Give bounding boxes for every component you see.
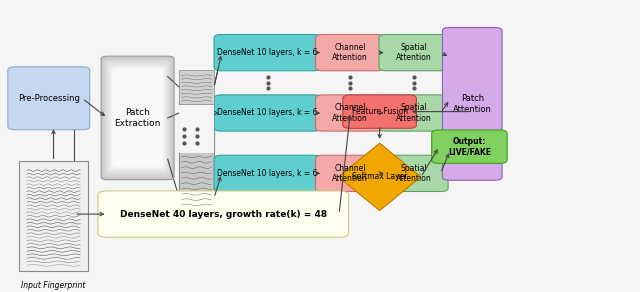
Text: DenseNet 10 layers, k = 6: DenseNet 10 layers, k = 6	[218, 109, 318, 117]
FancyBboxPatch shape	[179, 70, 214, 104]
Text: Patch
Attention: Patch Attention	[453, 94, 492, 114]
FancyBboxPatch shape	[106, 62, 169, 174]
FancyBboxPatch shape	[431, 130, 507, 164]
Text: Input Fingerprint: Input Fingerprint	[21, 281, 86, 289]
FancyBboxPatch shape	[214, 95, 321, 131]
FancyBboxPatch shape	[109, 65, 166, 171]
FancyBboxPatch shape	[442, 27, 502, 180]
Text: Pre-Processing: Pre-Processing	[18, 94, 80, 103]
FancyBboxPatch shape	[111, 67, 164, 168]
FancyBboxPatch shape	[316, 95, 385, 131]
FancyBboxPatch shape	[104, 59, 172, 177]
Text: Feature Fusion: Feature Fusion	[351, 107, 408, 116]
FancyBboxPatch shape	[19, 161, 88, 271]
Text: Spatial
Attention: Spatial Attention	[396, 103, 431, 123]
FancyBboxPatch shape	[379, 155, 448, 192]
Text: Softmax Layer: Softmax Layer	[352, 172, 408, 181]
Text: Channel
Attention: Channel Attention	[332, 43, 368, 62]
Text: Spatial
Attention: Spatial Attention	[396, 164, 431, 183]
FancyBboxPatch shape	[214, 155, 321, 192]
FancyBboxPatch shape	[8, 67, 90, 130]
Text: Patch
Extraction: Patch Extraction	[115, 108, 161, 128]
Text: Channel
Attention: Channel Attention	[332, 164, 368, 183]
Text: DenseNet 10 layers, k = 6: DenseNet 10 layers, k = 6	[218, 48, 318, 57]
FancyBboxPatch shape	[379, 95, 448, 131]
Text: Spatial
Attention: Spatial Attention	[396, 43, 431, 62]
FancyBboxPatch shape	[98, 191, 349, 237]
Text: DenseNet 10 layers, k = 6: DenseNet 10 layers, k = 6	[218, 169, 318, 178]
FancyBboxPatch shape	[379, 34, 448, 71]
FancyBboxPatch shape	[105, 60, 170, 175]
FancyBboxPatch shape	[214, 34, 321, 71]
Text: Channel
Attention: Channel Attention	[332, 103, 368, 123]
Text: DenseNet 40 layers, growth rate(k) = 48: DenseNet 40 layers, growth rate(k) = 48	[120, 210, 327, 219]
FancyBboxPatch shape	[110, 66, 165, 170]
FancyBboxPatch shape	[102, 58, 173, 178]
FancyBboxPatch shape	[108, 63, 168, 173]
Polygon shape	[339, 143, 421, 211]
FancyBboxPatch shape	[179, 101, 214, 208]
FancyBboxPatch shape	[113, 69, 163, 167]
FancyBboxPatch shape	[343, 95, 417, 128]
FancyBboxPatch shape	[101, 56, 174, 180]
FancyBboxPatch shape	[316, 34, 385, 71]
FancyBboxPatch shape	[316, 155, 385, 192]
FancyBboxPatch shape	[179, 105, 214, 153]
Text: Output:
LIVE/FAKE: Output: LIVE/FAKE	[448, 137, 491, 157]
